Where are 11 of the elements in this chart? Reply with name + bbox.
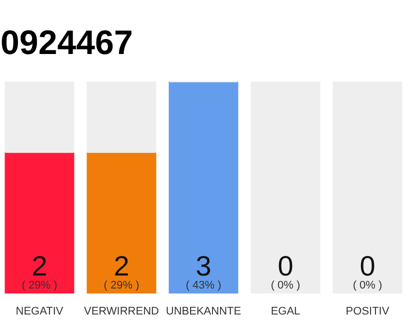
- x-tick-label: UNBEKANNTE: [166, 306, 242, 318]
- chart-title: 0924467: [0, 24, 133, 62]
- x-tick-label: EGAL: [270, 306, 300, 318]
- x-tick-label: NEGATIV: [16, 306, 64, 318]
- data-label: 3 ( 43% ): [186, 250, 222, 292]
- data-label: 0 ( 0% ): [352, 250, 382, 292]
- data-label: 2 ( 29% ): [104, 250, 140, 292]
- data-label: 0 ( 0% ): [270, 250, 300, 292]
- x-tick-label: POSITIV: [346, 306, 390, 318]
- data-label: 2 ( 29% ): [22, 250, 58, 292]
- x-tick-label: VERWIRREND: [84, 306, 160, 318]
